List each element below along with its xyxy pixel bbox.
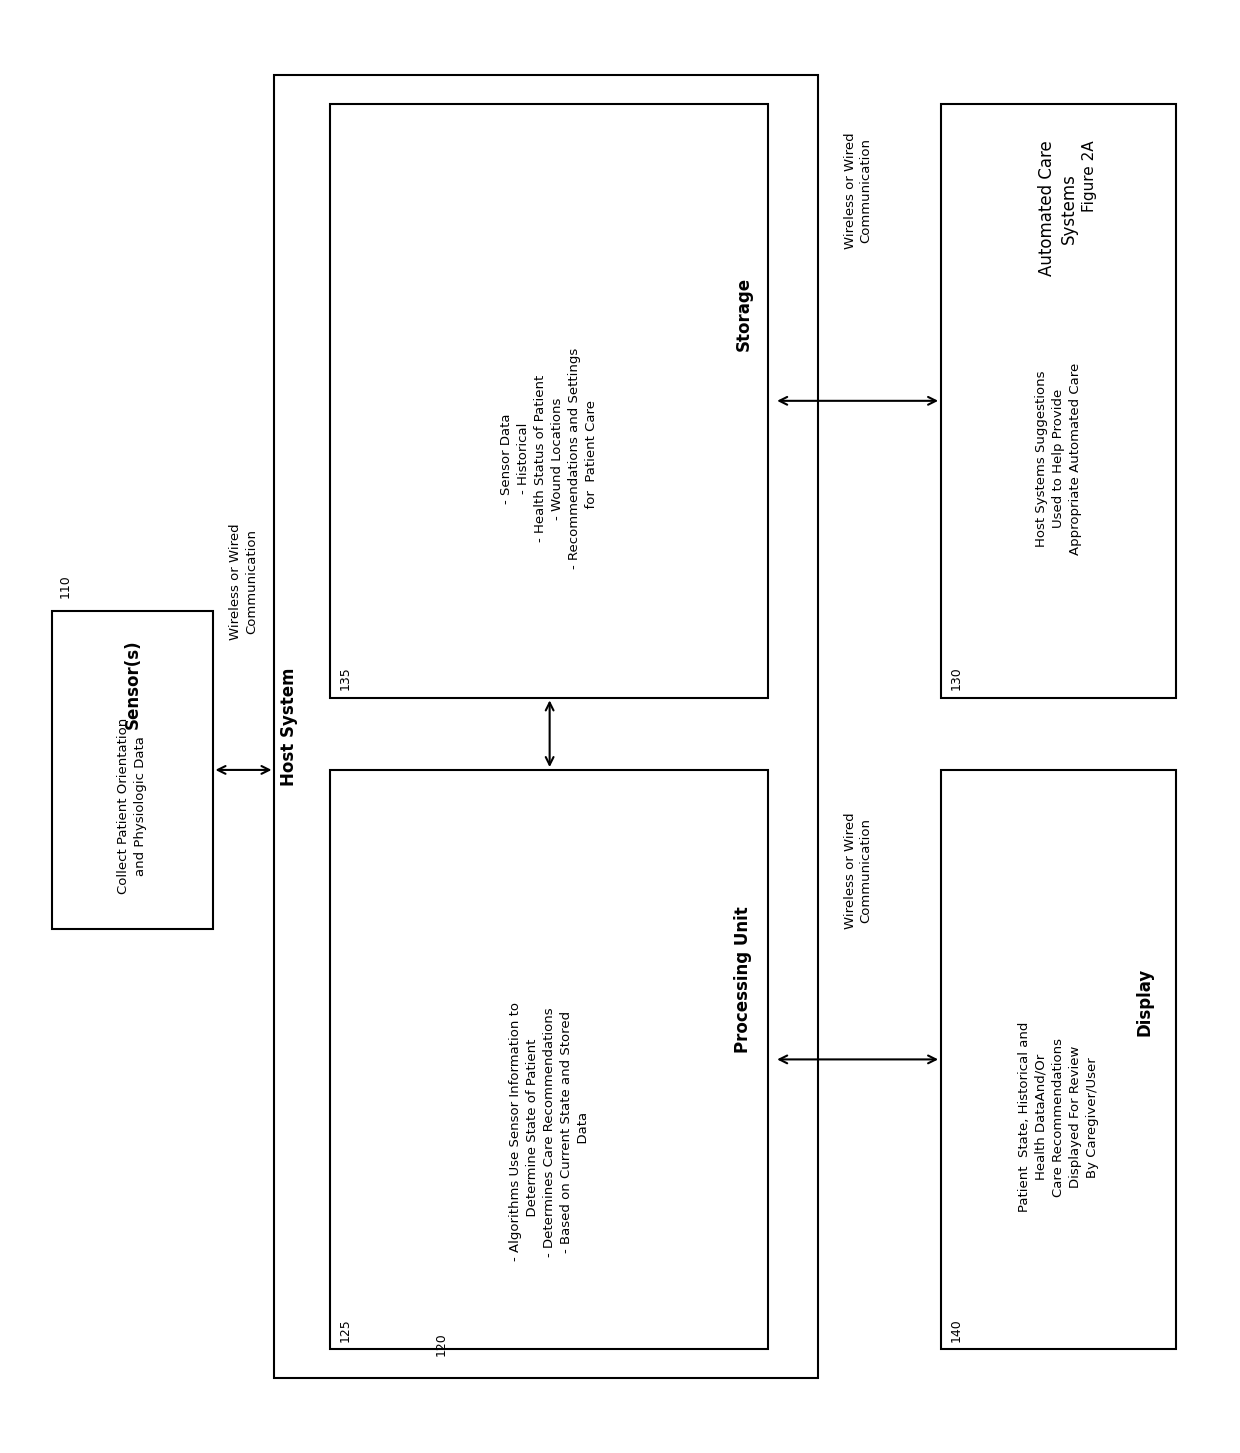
Text: Storage: Storage — [734, 278, 753, 352]
Text: 110: 110 — [58, 574, 72, 599]
Text: Figure 2A: Figure 2A — [1081, 141, 1096, 212]
Text: Patient  State, Historical and
Health DataAnd/Or
Care Recommendations
Displayed : Patient State, Historical and Health Dat… — [1018, 1021, 1099, 1212]
Text: Host Systems Suggestions
Used to Help Provide
Appropriate Automated Care: Host Systems Suggestions Used to Help Pr… — [1034, 363, 1081, 555]
Bar — [330, 105, 768, 697]
Text: Wireless or Wired
Communication: Wireless or Wired Communication — [229, 523, 258, 639]
Text: 125: 125 — [339, 1318, 352, 1341]
Text: Automated Care
Systems: Automated Care Systems — [1038, 141, 1079, 276]
Text: Processing Unit: Processing Unit — [734, 907, 753, 1053]
Bar — [274, 76, 817, 1377]
Text: - Sensor Data
- Historical
- Health Status of Patient
- Wound Locations
- Recomm: - Sensor Data - Historical - Health Stat… — [500, 349, 598, 570]
Text: 135: 135 — [339, 667, 352, 690]
Text: 120: 120 — [434, 1332, 448, 1356]
Bar — [52, 610, 212, 928]
Text: Host System: Host System — [280, 667, 298, 786]
Bar — [941, 770, 1176, 1348]
Text: Sensor(s): Sensor(s) — [124, 639, 141, 729]
Text: 140: 140 — [950, 1318, 962, 1341]
Bar — [330, 770, 768, 1348]
Text: Collect Patient Orientation
and Physiologic Data: Collect Patient Orientation and Physiolo… — [118, 718, 148, 894]
Bar — [941, 105, 1176, 697]
Text: Wireless or Wired
Communication: Wireless or Wired Communication — [843, 132, 873, 248]
Text: Wireless or Wired
Communication: Wireless or Wired Communication — [843, 812, 873, 928]
Text: - Algorithms Use Sensor Information to
  Determine State of Patient
- Determines: - Algorithms Use Sensor Information to D… — [508, 1003, 589, 1261]
Text: 130: 130 — [950, 667, 962, 690]
Text: Display: Display — [1136, 968, 1153, 1036]
